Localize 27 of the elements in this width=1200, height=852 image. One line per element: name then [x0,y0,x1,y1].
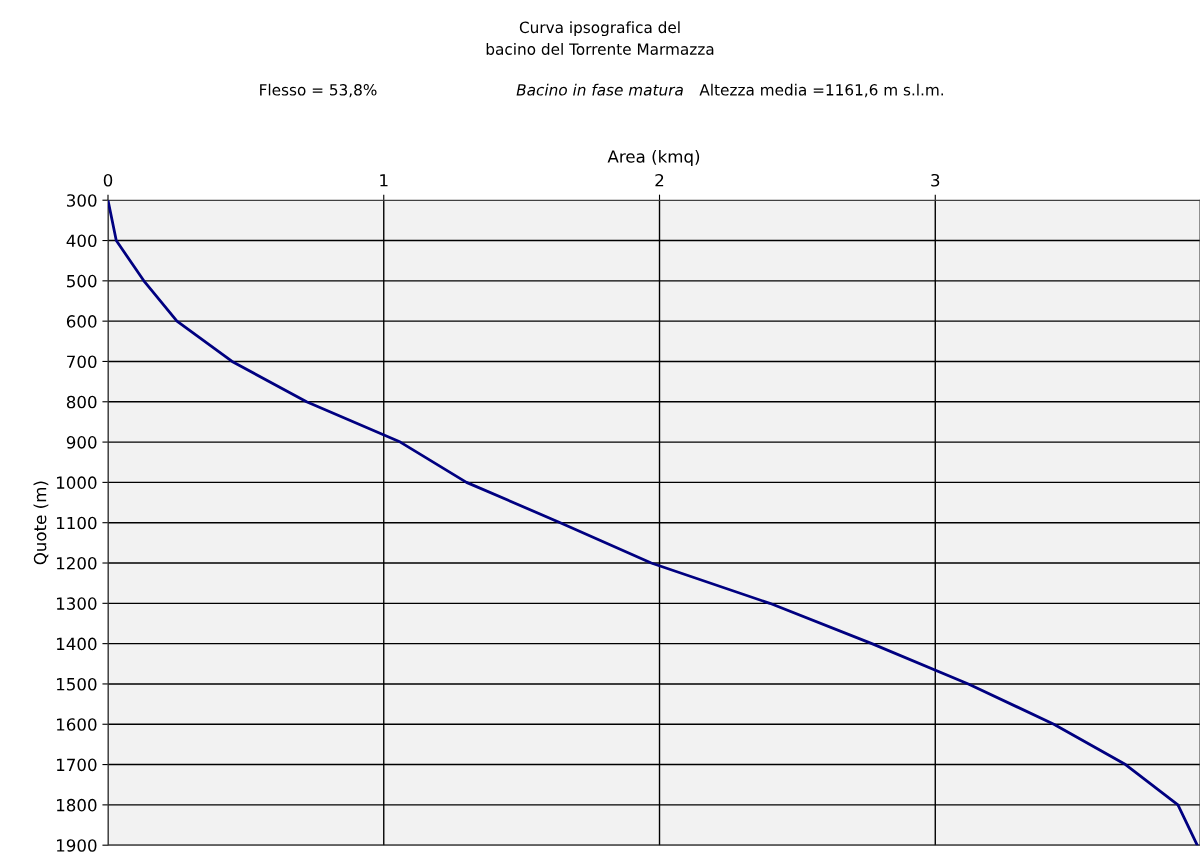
y-tick-label: 600 [66,315,97,328]
text: Altezza media =1161,6 m s.l.m. [699,83,943,98]
text: Bacino in fase matura [516,83,683,96]
y-tick-label: 1300 [57,597,97,610]
y-tick-label: 1000 [57,476,97,489]
y-tick-label: 1100 [57,516,97,530]
y-tick-label: 1700 [57,758,97,772]
x-tick-label: 3 [931,173,940,187]
y-tick-label: 1200 [57,556,97,570]
y-tick-label: 1800 [57,798,97,812]
text: Flesso = 53,8% [260,83,377,98]
x-tick-label: 0 [103,173,113,187]
x-tick-label: 1 [380,174,388,187]
y-tick-label: 500 [67,274,97,288]
chart-title: Curva ipsografica del bacino del Torrente Marmazza [486,21,714,55]
y-tick-label: 800 [66,395,97,409]
y-tick-label: 1900 [57,839,97,852]
y-tick-label: 900 [66,436,97,449]
y-tick-label: 300 [67,194,97,207]
y-tick-label: 1600 [57,718,97,731]
y-tick-label: 700 [67,355,97,369]
y-tick-label: 1400 [57,637,97,651]
x-axis-title: Area (kmq) [607,149,700,167]
y-tick-label: 400 [66,234,97,248]
x-tick-label: 2 [655,173,664,187]
y-axis-title: Quote (m) [33,481,49,565]
y-tick-label: 1500 [57,677,97,691]
